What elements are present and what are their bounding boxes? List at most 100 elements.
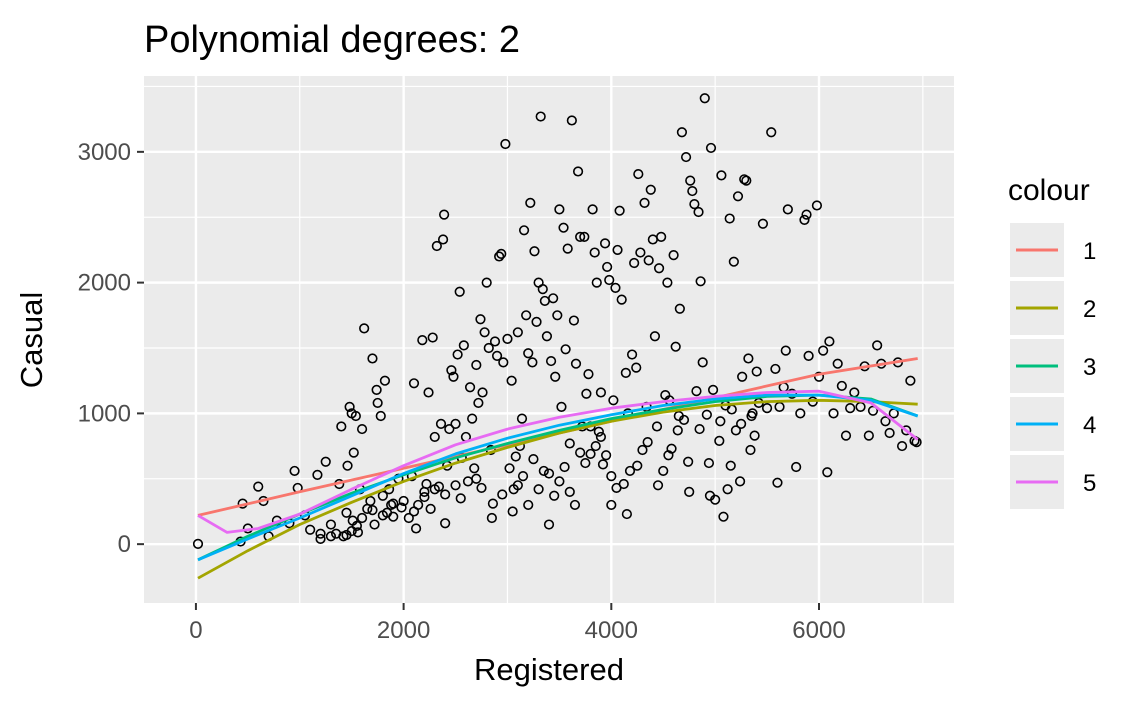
data-point: [766, 127, 777, 138]
data-point: [556, 401, 567, 412]
data-point: [575, 447, 586, 458]
data-point: [683, 456, 694, 467]
data-point: [699, 93, 710, 104]
data-point: [486, 512, 497, 524]
data-point: [531, 316, 542, 327]
data-point: [707, 384, 719, 395]
data-point: [506, 375, 517, 386]
data-point: [568, 315, 580, 326]
data-point: [419, 491, 430, 503]
data-point: [375, 410, 386, 422]
data-point: [512, 480, 523, 491]
data-point: [408, 506, 420, 517]
data-point: [352, 527, 364, 538]
data-point: [417, 335, 428, 346]
data-point: [437, 234, 449, 245]
x-tick-label: 6000: [792, 617, 845, 644]
data-point: [901, 425, 912, 436]
data-point: [687, 185, 698, 197]
data-point: [612, 244, 623, 256]
data-point: [521, 310, 532, 321]
legend: colour 1 2 3 4 5: [1008, 174, 1096, 509]
data-point: [498, 357, 509, 368]
data-point: [192, 538, 204, 549]
data-point: [496, 248, 507, 259]
data-point: [604, 274, 615, 286]
data-point: [342, 460, 353, 471]
data-point: [325, 531, 337, 542]
axis-ticks: 0 2000 4000 6000 0 1000 2000 3000: [78, 139, 846, 644]
data-point: [589, 247, 600, 258]
data-point: [590, 440, 601, 452]
data-point: [454, 286, 465, 297]
data-point: [579, 231, 590, 242]
data-point: [656, 231, 667, 242]
data-point: [371, 384, 382, 395]
data-point: [408, 378, 420, 389]
data-point: [471, 473, 482, 484]
data-point: [494, 251, 505, 262]
data-point: [880, 416, 891, 427]
data-point: [591, 277, 602, 288]
data-point: [440, 489, 451, 500]
data-point: [554, 204, 565, 215]
data-point: [535, 111, 546, 122]
data-point: [467, 413, 478, 424]
data-point: [714, 435, 725, 446]
data-point: [569, 499, 581, 511]
data-point: [610, 282, 621, 293]
data-point: [455, 493, 466, 504]
data-point: [691, 386, 702, 397]
data-point: [770, 363, 781, 375]
data-point: [512, 327, 523, 338]
data-point: [704, 490, 716, 501]
data-point: [761, 403, 773, 414]
data-point: [477, 387, 488, 398]
data-point: [427, 332, 438, 343]
data-point: [633, 168, 644, 180]
data-point: [572, 166, 584, 177]
data-point: [403, 512, 414, 524]
data-point: [867, 405, 879, 416]
data-point: [599, 238, 611, 249]
data-point: [616, 294, 627, 305]
legend-items: 1 2 3 4 5: [1010, 223, 1096, 509]
data-point: [367, 353, 378, 364]
data-point: [575, 231, 586, 242]
data-point: [550, 371, 561, 382]
data-point: [662, 277, 673, 288]
data-point: [507, 506, 518, 517]
data-point: [379, 375, 391, 386]
data-point: [517, 471, 529, 482]
y-tick-label: 1000: [78, 400, 131, 427]
data-point: [552, 310, 563, 321]
data-point: [523, 499, 534, 511]
data-point: [543, 519, 555, 530]
y-axis-title: Casual: [14, 292, 49, 389]
data-point: [653, 263, 665, 274]
data-point: [606, 499, 617, 511]
data-point: [863, 430, 874, 441]
data-point: [440, 518, 451, 529]
data-point: [356, 423, 368, 435]
data-point: [595, 387, 607, 398]
chart-title: Polynomial degrees: 2: [144, 19, 520, 61]
data-point: [695, 276, 706, 287]
data-point: [832, 358, 843, 369]
data-point: [780, 345, 791, 356]
data-point: [369, 519, 380, 530]
data-point: [562, 243, 573, 254]
data-point: [469, 463, 480, 474]
x-axis-title: Registered: [474, 652, 624, 687]
data-point: [367, 505, 378, 516]
data-point: [450, 418, 461, 429]
data-point: [516, 413, 528, 424]
data-point: [670, 341, 681, 352]
data-point: [351, 520, 362, 531]
data-point: [479, 327, 490, 338]
data-point: [672, 425, 683, 436]
data-point: [538, 465, 549, 477]
data-point: [718, 511, 729, 522]
data-point: [398, 495, 409, 507]
data-point: [504, 463, 515, 474]
